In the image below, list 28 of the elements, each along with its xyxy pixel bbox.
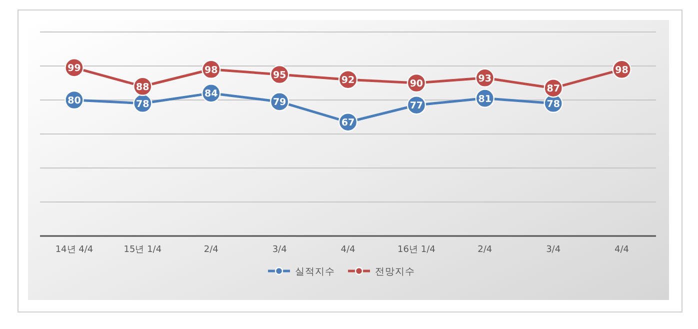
x-tick-label: 4/4	[340, 245, 356, 255]
data-label: 98	[204, 64, 218, 76]
data-label: 99	[68, 63, 81, 74]
data-label: 81	[478, 94, 492, 105]
x-tick-label: 3/4	[546, 245, 561, 255]
x-tick-label: 2/4	[478, 245, 492, 255]
data-label: 93	[478, 73, 492, 84]
x-tick-label: 2/4	[204, 245, 219, 255]
data-label: 95	[272, 70, 286, 81]
data-label: 67	[341, 118, 355, 129]
x-tick-label: 14년 4/4	[55, 245, 94, 255]
data-label: 90	[410, 78, 424, 90]
x-tick-label: 3/4	[272, 245, 288, 255]
x-tick-label: 15년 1/4	[124, 245, 162, 255]
legend-label: 실적지수	[295, 266, 335, 278]
x-tick-label: 4/4	[614, 245, 630, 255]
x-tick-label: 16년 1/4	[398, 245, 436, 255]
data-label: 92	[341, 75, 355, 86]
data-label: 78	[546, 98, 560, 110]
data-label: 77	[410, 100, 424, 112]
data-label: 87	[546, 84, 560, 95]
data-label: 79	[272, 97, 286, 108]
data-label: 98	[615, 64, 629, 76]
data-label: 80	[68, 96, 82, 106]
legend-label: 전망지수	[375, 266, 415, 278]
data-label: 88	[136, 82, 150, 93]
data-label: 78	[136, 98, 150, 110]
data-label: 84	[204, 88, 218, 100]
